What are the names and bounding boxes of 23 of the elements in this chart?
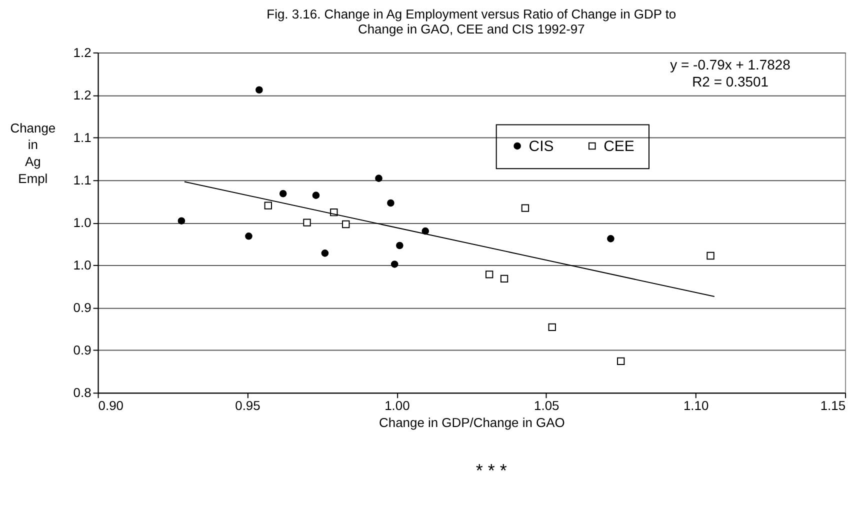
y-tick-label: 0.9 <box>73 300 92 316</box>
legend-label: CIS <box>528 138 554 155</box>
legend-label: CEE <box>604 138 634 155</box>
text: Fig. 3.16. Change in Ag Employment versus Ratio of Change in GDP to <box>266 6 676 22</box>
y-tick-label: 1.1 <box>73 172 92 188</box>
x-tick-label: 0.95 <box>235 398 260 414</box>
x-tick-label: 1.00 <box>384 398 410 414</box>
y-tick-label: 1.2 <box>73 44 92 60</box>
x-tick-label: 1.10 <box>683 398 709 414</box>
x-tick-label: 1.15 <box>820 398 846 414</box>
text: * * * <box>476 460 507 480</box>
y-axis-title: Change in Ag Empl <box>10 120 56 186</box>
y-tick-label: 1.0 <box>73 258 92 273</box>
x-axis-title: Change in GDP/Change in GAO <box>379 415 565 430</box>
y-tick-label: 1.0 <box>73 215 92 230</box>
y-tick-label: 0.9 <box>73 342 92 358</box>
x-tick-label: 0.90 <box>98 398 124 414</box>
y-tick-label: 1.1 <box>73 130 92 145</box>
x-tick-label: 1.05 <box>534 398 560 414</box>
annotation: y = -0.79x + 1.7828 R2 = 0.3501 <box>670 56 791 90</box>
y-tick-label: 1.2 <box>73 87 92 102</box>
y-tick-label: 0.8 <box>73 385 92 400</box>
text: Change in GAO, CEE and CIS 1992-97 <box>358 21 585 36</box>
